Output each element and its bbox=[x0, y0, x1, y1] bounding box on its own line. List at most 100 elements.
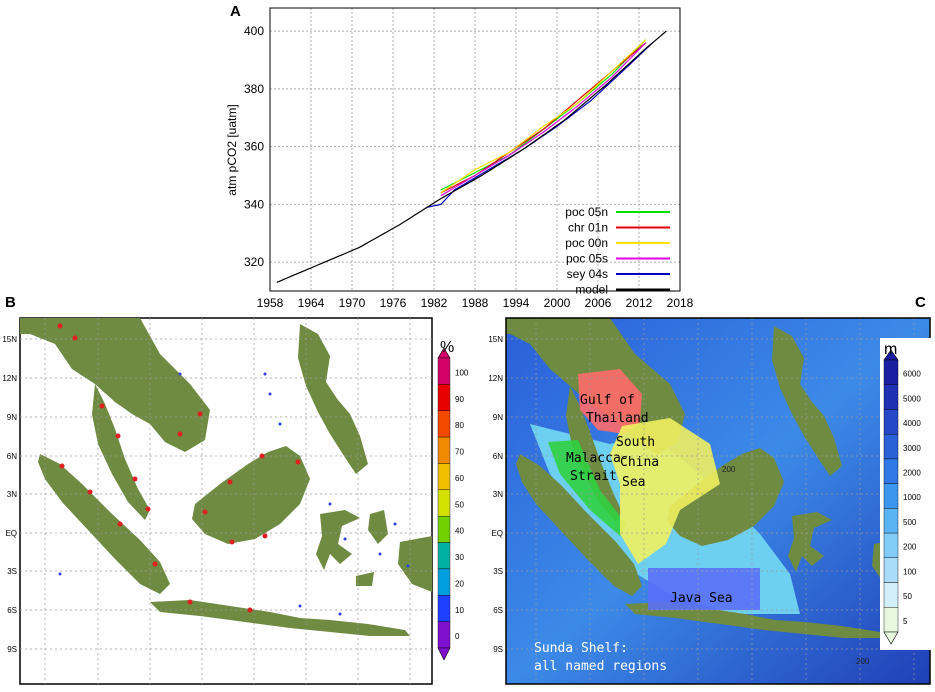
region-java-sea bbox=[648, 568, 760, 610]
colorbar-tick-label: 200 bbox=[903, 543, 917, 552]
plot-frame bbox=[269, 7, 681, 292]
colorbar-tick-label: 60 bbox=[455, 474, 464, 483]
colorbar-segment bbox=[883, 532, 899, 559]
colorbar-segment bbox=[437, 357, 451, 385]
legend-label: poc 05n bbox=[565, 205, 608, 219]
shelf-label-line2: all named regions bbox=[534, 659, 667, 674]
region-labels: Gulf of Thailand Malacca- Strait South C… bbox=[566, 393, 733, 606]
x-tick-label: 1964 bbox=[298, 296, 325, 310]
shelf-label-line1: Sunda Shelf: bbox=[534, 641, 628, 656]
x-tick-label: 1958 bbox=[257, 296, 284, 310]
colorbar-bottom-arrow bbox=[883, 631, 899, 645]
colorbar-tick-label: 70 bbox=[455, 448, 464, 457]
colorbar-segment bbox=[437, 489, 451, 517]
colorbar-tick-label: 80 bbox=[455, 421, 464, 430]
label-malacca-line2: Strait bbox=[570, 469, 617, 484]
panel-letter-a: A bbox=[230, 3, 241, 20]
colorbar-segment bbox=[883, 384, 899, 410]
label-scs-line3: Sea bbox=[622, 475, 645, 490]
colorbar-segment bbox=[883, 409, 899, 435]
coastal-dots-b bbox=[57, 323, 301, 613]
lat-tick-label: 15N bbox=[2, 335, 17, 344]
colorbar-tick-label: 6000 bbox=[903, 370, 921, 379]
coverage-specks-b bbox=[58, 372, 410, 616]
lat-tick-label: 12N bbox=[2, 374, 17, 383]
series-line-poc-05n bbox=[440, 39, 647, 191]
lat-tick-label: 9N bbox=[7, 413, 17, 422]
lat-tick-label: 6S bbox=[493, 606, 503, 615]
region-gulf-of-thailand bbox=[578, 369, 642, 434]
legend-label: model bbox=[575, 283, 608, 297]
colorbar-tick-label: 5000 bbox=[903, 394, 921, 403]
colorbar-tick-label: 2000 bbox=[903, 469, 921, 478]
legend-label: poc 05s bbox=[566, 252, 608, 266]
y-axis-label: atm pCO2 [uatm] bbox=[225, 104, 239, 195]
colorbar-tick-label: 90 bbox=[455, 395, 464, 404]
label-gulf-line1: Gulf of bbox=[580, 393, 635, 408]
colorbar-depth: 6000 5000 4000 3000 2000 1000 500 200 100 50 5 m bbox=[880, 338, 935, 650]
grid-b bbox=[20, 318, 432, 684]
x-tick-label: 2018 bbox=[667, 296, 694, 310]
colorbar-tick-label: 50 bbox=[455, 500, 464, 509]
colorbar-tick-label: 10 bbox=[455, 606, 464, 615]
lat-tick-label: EQ bbox=[491, 529, 503, 538]
lat-tick-label: 3S bbox=[7, 567, 17, 576]
x-tick-label: 2000 bbox=[544, 296, 571, 310]
region-south-china-sea bbox=[610, 418, 720, 564]
lat-tick-label: 9N bbox=[493, 413, 503, 422]
colorbar-tick-label: 30 bbox=[455, 553, 464, 562]
y-tick-label: 400 bbox=[244, 24, 264, 38]
y-tick-label: 340 bbox=[244, 197, 264, 211]
colorbar-segment bbox=[437, 621, 451, 649]
x-tick-label: 1994 bbox=[503, 296, 530, 310]
x-tick-label: 1988 bbox=[462, 296, 489, 310]
colorbar-segment bbox=[437, 463, 451, 491]
label-scs-line2: China bbox=[620, 455, 659, 470]
colorbar-tick-label: 1000 bbox=[903, 493, 921, 502]
colorbar-bottom-arrow bbox=[437, 647, 451, 661]
lat-tick-label: EQ bbox=[5, 529, 17, 538]
colorbar-segment bbox=[883, 359, 899, 385]
label-java-sea: Java Sea bbox=[670, 591, 733, 606]
contour-label-200-a: 200 bbox=[722, 465, 736, 474]
legend-label: sey 04s bbox=[567, 267, 608, 281]
lat-tick-label: 12N bbox=[488, 374, 503, 383]
series-line-model bbox=[276, 30, 667, 283]
series-line-chr-01n bbox=[440, 42, 647, 194]
y-tick-label: 360 bbox=[244, 140, 264, 154]
colorbar-segment bbox=[437, 542, 451, 570]
colorbar-tick-label: 20 bbox=[455, 579, 464, 588]
lat-tick-label: 3S bbox=[493, 567, 503, 576]
label-malacca-line1: Malacca- bbox=[566, 451, 629, 466]
coverage-map: 95E100E105E110E115E120E125E130E15N12N9N6… bbox=[2, 317, 469, 692]
series-line-poc-05s bbox=[440, 42, 647, 197]
colorbar-tick-label: 100 bbox=[903, 567, 917, 576]
x-tick-label: 2012 bbox=[626, 296, 653, 310]
series-lines bbox=[276, 30, 667, 283]
legend-label: poc 00n bbox=[565, 236, 608, 250]
bathymetry-map: Gulf of Thailand Malacca- Strait South C… bbox=[488, 317, 935, 692]
lat-tick-label: 6N bbox=[7, 452, 17, 461]
colorbar-unit: % bbox=[440, 339, 454, 356]
colorbar-segment bbox=[437, 384, 451, 411]
colorbar-tick-label: 4000 bbox=[903, 419, 921, 428]
lat-tick-label: 9S bbox=[493, 645, 503, 654]
lat-tick-label: 9S bbox=[7, 645, 17, 654]
lat-tick-label: 6S bbox=[7, 606, 17, 615]
colorbar-segment bbox=[437, 595, 451, 622]
axis-ticks: 1958 1964 1970 1976 1982 1988 1994 2000 2006 2012… bbox=[244, 24, 694, 310]
colorbar-segment bbox=[883, 582, 899, 608]
colorbar-tick-label: 5 bbox=[903, 617, 908, 626]
colorbar-tick-label: 100 bbox=[455, 369, 469, 378]
legend-label: chr 01n bbox=[568, 221, 608, 235]
colorbar-tick-label: 40 bbox=[455, 527, 464, 536]
x-tick-label: 1970 bbox=[339, 296, 366, 310]
y-tick-label: 380 bbox=[244, 82, 264, 96]
lat-tick-label: 3N bbox=[493, 490, 503, 499]
lat-tick-label: 6N bbox=[493, 452, 503, 461]
colorbar-tick-label: 0 bbox=[455, 632, 460, 641]
colorbar-tick-label: 500 bbox=[903, 518, 917, 527]
lat-tick-label: 3N bbox=[7, 490, 17, 499]
lat-tick-label: 15N bbox=[488, 335, 503, 344]
